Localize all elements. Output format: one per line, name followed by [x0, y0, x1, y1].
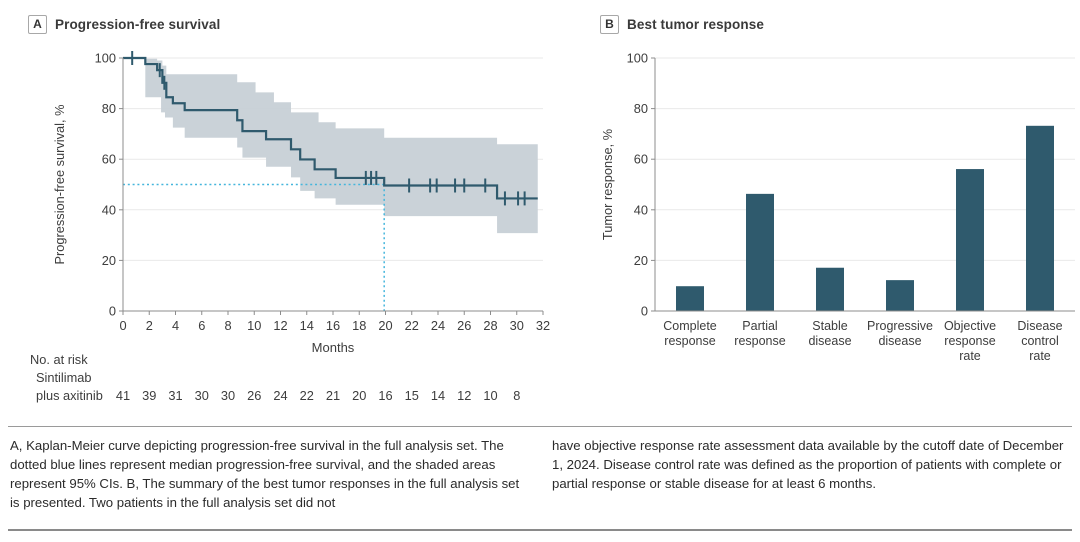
- y-tick-label: 40: [634, 202, 648, 217]
- risk-group-name-line1: Sintilimab: [36, 370, 91, 385]
- x-tick-label: 18: [352, 318, 366, 333]
- x-tick-label: 26: [457, 318, 471, 333]
- x-tick-label: 28: [483, 318, 497, 333]
- x-tick-label: 8: [224, 318, 231, 333]
- x-tick-label: 14: [300, 318, 314, 333]
- risk-value: 41: [116, 388, 130, 403]
- category-label: Stable: [812, 319, 847, 333]
- y-tick-label: 100: [95, 51, 116, 66]
- risk-value: 26: [247, 388, 261, 403]
- category-label: control: [1021, 334, 1059, 348]
- panel-b-header: B Best tumor response: [600, 14, 764, 34]
- caption-divider-bottom: [8, 529, 1072, 531]
- y-axis-title-pfs: Progression-free survival, %: [52, 104, 67, 264]
- x-tick-label: 4: [172, 318, 179, 333]
- x-tick-label: 24: [431, 318, 445, 333]
- x-tick-label: 0: [119, 318, 126, 333]
- x-tick-label: 22: [405, 318, 419, 333]
- risk-value: 8: [513, 388, 520, 403]
- category-label: Partial: [742, 319, 777, 333]
- x-tick-label: 30: [510, 318, 524, 333]
- panel-a-title: Progression-free survival: [55, 16, 221, 32]
- x-tick-label: 10: [247, 318, 261, 333]
- confidence-interval-band: [145, 58, 538, 234]
- x-tick-label: 6: [198, 318, 205, 333]
- risk-value: 30: [221, 388, 235, 403]
- response-bar: [676, 286, 704, 311]
- risk-value: 10: [483, 388, 497, 403]
- caption-left-column: A, Kaplan-Meier curve depicting progress…: [10, 438, 520, 511]
- charts-canvas: 0 2 4 6 8 10 12 14 16 18 20 22 24 26 28 30 3202040608010…: [30, 51, 1075, 403]
- km-curve: [123, 56, 538, 200]
- risk-value: 30: [195, 388, 209, 403]
- response-bar: [746, 193, 774, 311]
- y-tick-label: 40: [102, 202, 116, 217]
- risk-value: 21: [326, 388, 340, 403]
- y-tick-label: 0: [641, 304, 648, 319]
- risk-value: 12: [457, 388, 471, 403]
- category-label: rate: [1029, 349, 1051, 363]
- caption-right-column: have objective response rate assessment …: [552, 438, 1064, 492]
- risk-value: 31: [168, 388, 182, 403]
- y-tick-label: 60: [102, 152, 116, 167]
- risk-value: 39: [142, 388, 156, 403]
- x-tick-label: 16: [326, 318, 340, 333]
- category-label: response: [944, 334, 995, 348]
- response-bar: [816, 267, 844, 311]
- y-tick-label: 20: [102, 253, 116, 268]
- category-label: response: [734, 334, 785, 348]
- category-label: disease: [808, 334, 851, 348]
- risk-value: 14: [431, 388, 445, 403]
- category-label: Objective: [944, 319, 996, 333]
- category-label: rate: [959, 349, 981, 363]
- y-tick-label: 0: [109, 304, 116, 319]
- risk-value: 15: [405, 388, 419, 403]
- risk-group-name-line2: plus axitinib: [36, 388, 103, 403]
- response-bar: [956, 169, 984, 311]
- caption-divider-top: [8, 426, 1072, 427]
- x-tick-label: 12: [273, 318, 287, 333]
- x-tick-label: 2: [146, 318, 153, 333]
- panel-a-letter-badge: A: [28, 14, 47, 34]
- no-at-risk-header: No. at risk: [30, 352, 88, 367]
- category-label: Disease: [1017, 319, 1062, 333]
- y-tick-label: 60: [634, 152, 648, 167]
- y-tick-label: 20: [634, 253, 648, 268]
- y-tick-label: 100: [627, 51, 648, 66]
- response-bar: [886, 280, 914, 311]
- risk-value: 22: [300, 388, 314, 403]
- panel-b-title: Best tumor response: [627, 16, 764, 32]
- y-axis-title-tumor-response: Tumor response, %: [600, 129, 615, 240]
- y-tick-label: 80: [634, 101, 648, 116]
- category-label: response: [664, 334, 715, 348]
- response-bar: [1026, 125, 1054, 311]
- x-tick-label: 32: [536, 318, 550, 333]
- panel-a-header: A Progression-free survival: [28, 14, 220, 34]
- risk-value: 16: [378, 388, 392, 403]
- x-axis-title: Months: [312, 340, 355, 355]
- risk-value: 20: [352, 388, 366, 403]
- x-tick-label: 20: [378, 318, 392, 333]
- category-label: disease: [878, 334, 921, 348]
- risk-value: 24: [273, 388, 287, 403]
- category-label: Progressive: [867, 319, 933, 333]
- category-label: Complete: [663, 319, 717, 333]
- y-tick-label: 80: [102, 101, 116, 116]
- panel-b-letter-badge: B: [600, 14, 619, 34]
